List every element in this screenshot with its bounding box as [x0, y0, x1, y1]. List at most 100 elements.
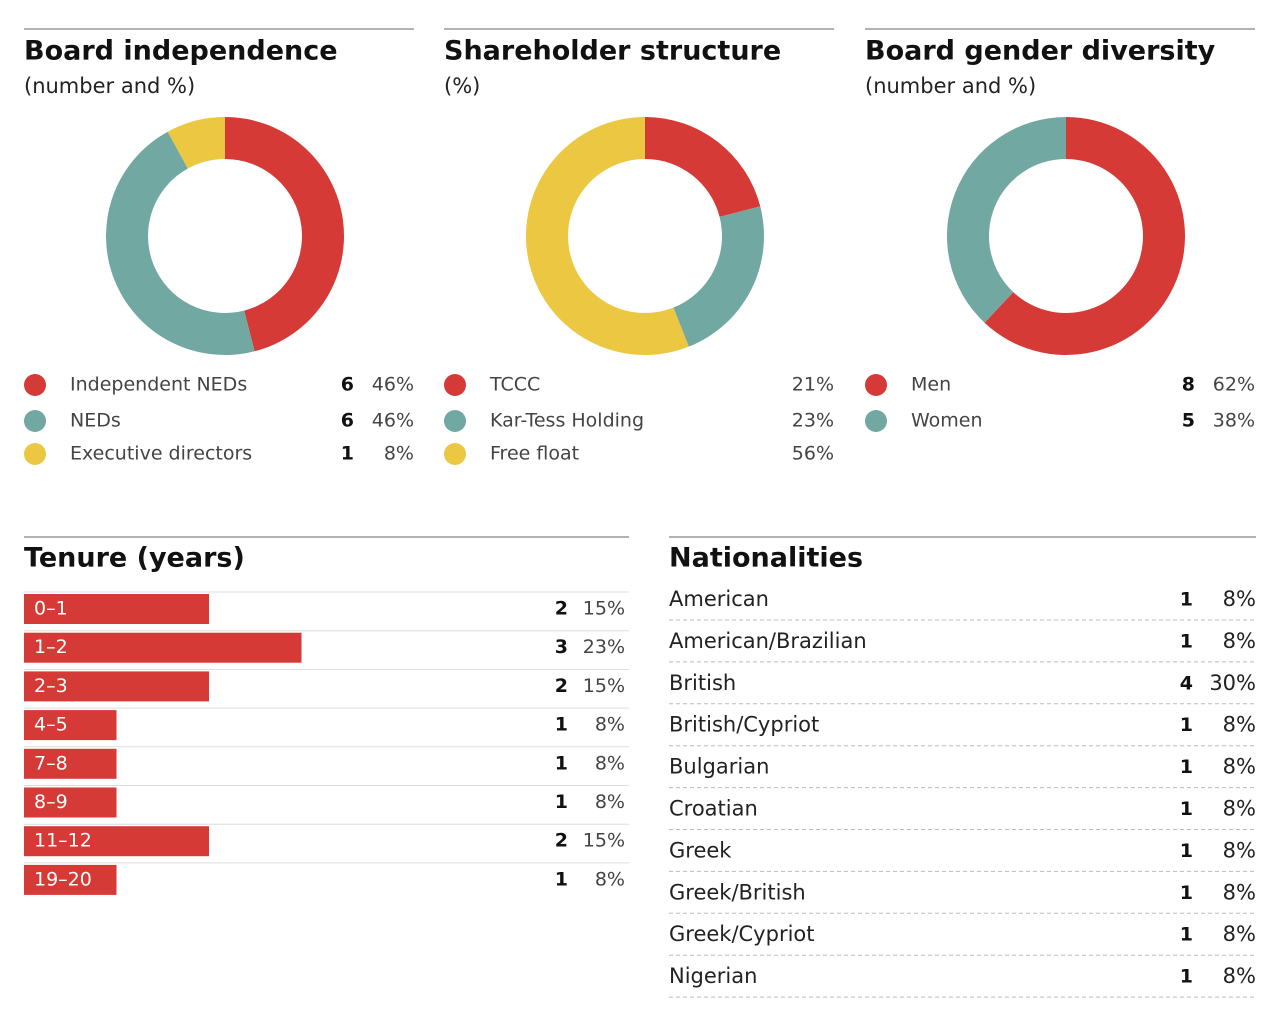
row-label: Greek [669, 838, 732, 862]
share-label: 8% [1223, 922, 1256, 946]
bar-label: 11–12 [34, 830, 92, 852]
count-label: 5 [1182, 410, 1195, 432]
row-label: American/Brazilian [669, 629, 867, 653]
share-label: 8% [595, 868, 625, 890]
count-label: 1 [1180, 966, 1193, 988]
share-label: 15% [583, 598, 625, 620]
bar [24, 671, 209, 702]
legend-label: Women [911, 410, 983, 432]
bar [24, 710, 117, 741]
donut-segment [526, 117, 689, 355]
share-label: 8% [595, 752, 625, 774]
bar-label: 4–5 [34, 714, 68, 736]
count-label: 1 [555, 791, 568, 813]
donut-segment [645, 117, 761, 217]
legend-swatch [865, 374, 887, 396]
count-label: 1 [1180, 714, 1193, 736]
donut-segment [984, 117, 1185, 355]
legend-label: Executive directors [70, 443, 252, 465]
count-label: 4 [1180, 672, 1193, 694]
donut-segment [673, 206, 764, 347]
row-label: Bulgarian [669, 755, 769, 779]
bar [24, 826, 209, 857]
bar-label: 8–9 [34, 791, 68, 813]
count-label: 1 [1180, 924, 1193, 946]
legend-swatch [865, 410, 887, 432]
legend-swatch [444, 410, 466, 432]
bar-label: 1–2 [34, 636, 68, 658]
legend-swatch [24, 410, 46, 432]
legend-label: Kar-Tess Holding [490, 410, 644, 432]
share-label: 30% [1209, 671, 1256, 695]
legend-swatch [24, 374, 46, 396]
chart-subtitle: (%) [444, 74, 480, 98]
chart-title: Nationalities [669, 543, 863, 574]
row-label: American [669, 587, 769, 611]
count-label: 2 [555, 675, 568, 697]
share-label: 8% [1223, 838, 1256, 862]
share-label: 8% [384, 443, 414, 465]
bar-label: 0–1 [34, 598, 68, 620]
count-label: 1 [1180, 798, 1193, 820]
bar-label: 7–8 [34, 752, 68, 774]
legend-label: Free float [490, 443, 579, 465]
share-label: 8% [1223, 964, 1256, 988]
legend-swatch [444, 443, 466, 465]
count-label: 1 [341, 443, 354, 465]
count-label: 1 [1180, 882, 1193, 904]
bar [24, 748, 117, 779]
count-label: 6 [341, 374, 354, 396]
donut-segment [947, 117, 1066, 323]
count-label: 1 [1180, 840, 1193, 862]
donut-segment [105, 131, 255, 355]
legend-label: Men [911, 374, 951, 396]
count-label: 3 [555, 636, 568, 658]
count-label: 2 [555, 830, 568, 852]
row-label: Greek/British [669, 880, 806, 904]
share-label: 8% [1223, 713, 1256, 737]
row-label: British [669, 671, 736, 695]
bar [24, 632, 302, 663]
share-label: 46% [372, 374, 414, 396]
share-label: 8% [595, 714, 625, 736]
count-label: 8 [1182, 374, 1195, 396]
count-label: 1 [555, 868, 568, 890]
bar [24, 864, 117, 895]
bar [24, 787, 117, 818]
share-label: 15% [583, 830, 625, 852]
count-label: 1 [555, 714, 568, 736]
count-label: 1 [1180, 630, 1193, 652]
bar-label: 2–3 [34, 675, 68, 697]
share-label: 8% [1223, 880, 1256, 904]
row-label: Nigerian [669, 964, 757, 988]
share-label: 62% [1213, 374, 1255, 396]
count-label: 6 [341, 410, 354, 432]
chart-subtitle: (number and %) [865, 74, 1036, 98]
row-label: Croatian [669, 797, 758, 821]
share-label: 23% [583, 636, 625, 658]
share-label: 8% [595, 791, 625, 813]
bar [24, 594, 209, 624]
share-label: 8% [1223, 629, 1256, 653]
count-label: 1 [1180, 589, 1193, 611]
chart-subtitle: (number and %) [24, 74, 195, 98]
chart-title: Board independence [24, 36, 338, 67]
count-label: 1 [1180, 756, 1193, 778]
share-label: 38% [1213, 410, 1255, 432]
share-label: 8% [1223, 755, 1256, 779]
share-label: 8% [1223, 797, 1256, 821]
share-label: 8% [1223, 587, 1256, 611]
legend-swatch [444, 374, 466, 396]
bar-label: 19–20 [34, 868, 92, 890]
row-label: British/Cypriot [669, 713, 819, 737]
share-label: 21% [792, 374, 834, 396]
legend-swatch [24, 443, 46, 465]
chart-title: Board gender diversity [865, 36, 1216, 67]
share-label: 56% [792, 443, 834, 465]
donut-segment [167, 117, 225, 169]
count-label: 1 [555, 752, 568, 774]
chart-title: Tenure (years) [24, 543, 245, 574]
chart-title: Shareholder structure [444, 36, 781, 67]
count-label: 2 [555, 598, 568, 620]
